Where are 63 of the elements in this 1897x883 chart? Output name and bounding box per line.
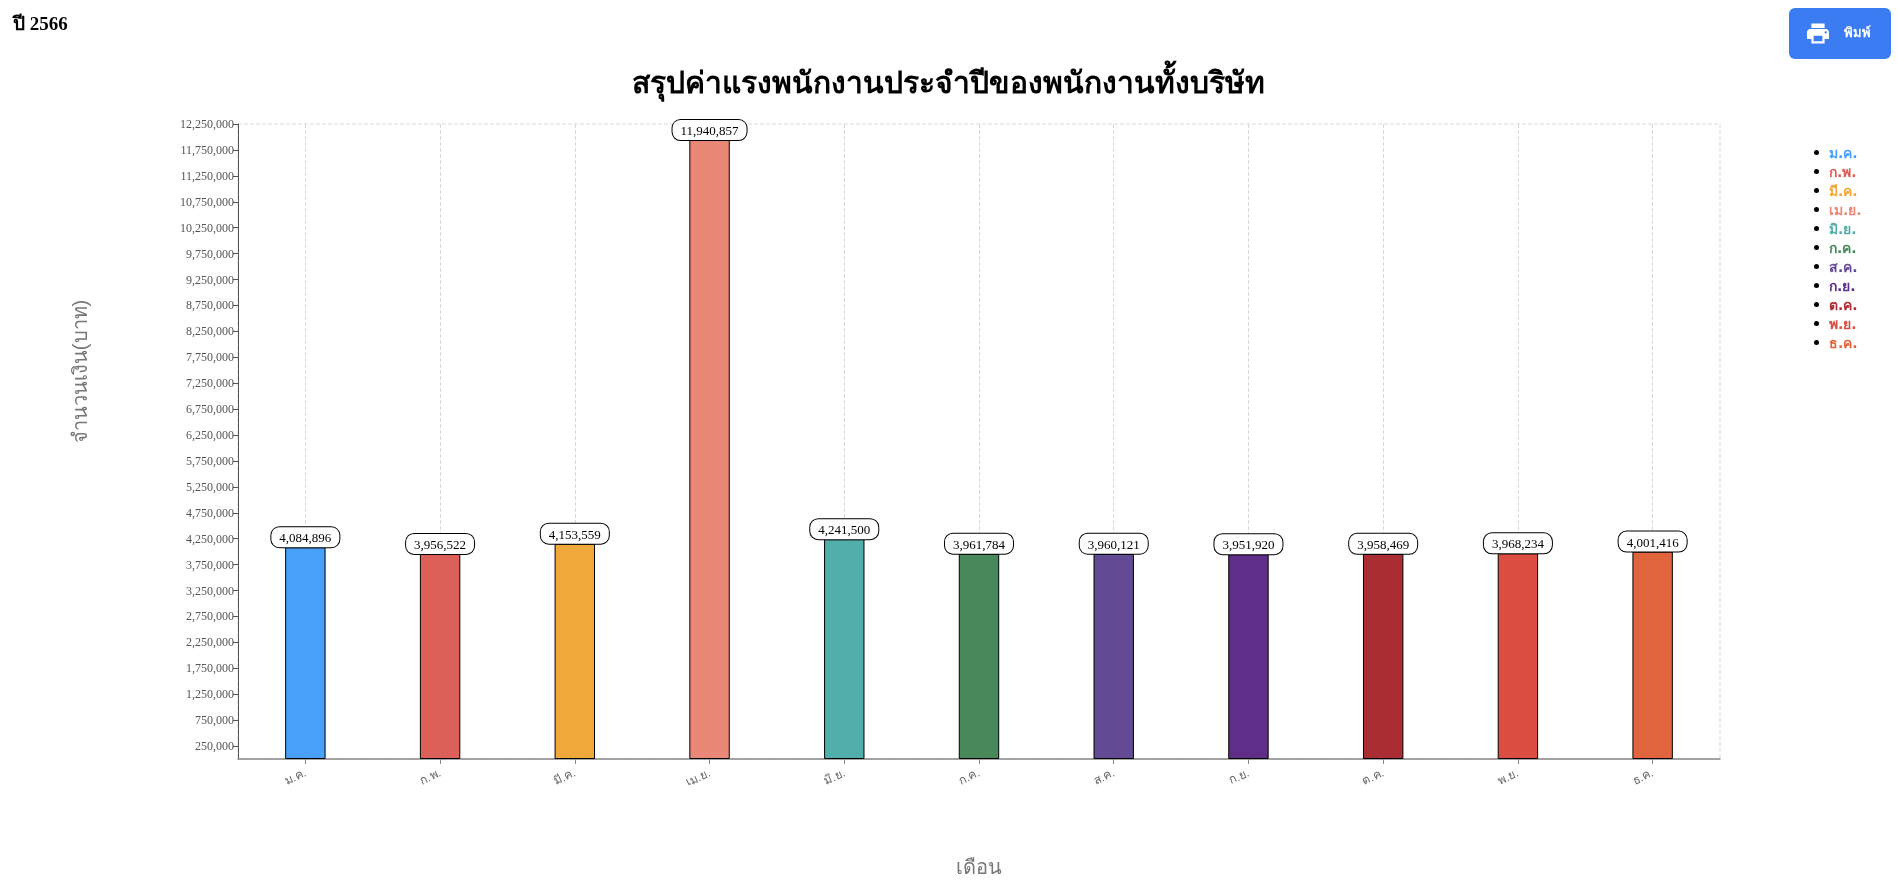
x-tick-label: พ.ย. (1495, 765, 1521, 788)
text: ธ.ค. (1829, 333, 1858, 353)
text: ก.ค. (1829, 238, 1857, 258)
y-tick-label: 9,750,000 (186, 246, 234, 261)
y-axis-title: จำนวนเงิน(บาท) (69, 299, 91, 444)
data-label: 4,241,500 (818, 522, 871, 538)
y-tick-label: 10,750,000 (180, 194, 234, 209)
y-tick-label: 9,250,000 (186, 272, 234, 287)
text: ต.ค. (1829, 295, 1858, 315)
print-button[interactable]: พิมพ์ (1789, 8, 1891, 59)
data-label: 3,968,234 (1491, 536, 1545, 552)
data-label: 4,084,896 (279, 530, 332, 546)
data-label: 3,958,469 (1357, 536, 1410, 552)
x-tick-label: ธ.ค. (1630, 765, 1656, 788)
y-tick-label: 8,250,000 (186, 324, 234, 339)
y-tick-label: 1,250,000 (186, 687, 234, 702)
y-tick-label: 7,750,000 (186, 350, 234, 365)
data-label: 3,960,121 (1087, 536, 1140, 552)
x-tick-label: ก.พ. (417, 765, 444, 788)
text: ส.ค. (1829, 257, 1858, 277)
text: ปี 2566 (12, 13, 68, 34)
text: มิ.ย. (1829, 219, 1857, 239)
x-tick-label: ต.ค. (1359, 765, 1387, 788)
y-tick-label: 5,750,000 (186, 453, 234, 468)
data-label: 3,956,522 (414, 536, 467, 552)
y-tick-label: 4,750,000 (186, 505, 234, 520)
text: มี.ค. (1829, 181, 1858, 201)
y-tick-label: 7,250,000 (186, 376, 234, 391)
text: พ.ย. (1829, 314, 1857, 334)
data-label: 3,961,784 (953, 536, 1006, 552)
y-tick-label: 6,750,000 (186, 402, 234, 417)
x-axis-title: เดือน (956, 856, 1002, 878)
text: ม.ค. (1829, 143, 1858, 163)
chart-title: สรุปค่าแรงพนักงานประจำปีของพนักงานทั้งบริษัท (632, 59, 1265, 102)
y-tick-label: 8,750,000 (186, 298, 234, 313)
x-tick-label: ก.ค. (956, 765, 982, 788)
text: เม.ย. (1829, 200, 1862, 220)
y-tick-label: 12,250,000 (180, 117, 234, 131)
x-tick-label: ม.ค. (281, 765, 309, 788)
y-tick-label: 3,750,000 (186, 557, 234, 572)
y-tick-label: 3,250,000 (186, 583, 234, 598)
y-tick-label: 5,250,000 (186, 479, 234, 494)
x-tick-label: ก.ย. (1226, 765, 1252, 788)
y-tick-label: 2,250,000 (186, 635, 234, 650)
text: ก.ย. (1829, 276, 1856, 296)
y-tick-label: 1,750,000 (186, 661, 234, 676)
data-label: 4,001,416 (1626, 534, 1680, 550)
y-tick-label: 10,250,000 (180, 220, 234, 235)
y-tick-label: 11,250,000 (180, 168, 234, 183)
data-label: 4,153,559 (548, 526, 601, 542)
x-tick-label: ส.ค. (1091, 765, 1117, 788)
x-tick-label: เม.ย. (683, 765, 713, 790)
y-tick-label: 250,000 (195, 739, 234, 754)
x-tick-label: มี.ค. (551, 765, 578, 788)
y-tick-label: 11,750,000 (180, 142, 234, 157)
text: ก.พ. (1829, 162, 1857, 182)
y-tick-label: 4,250,000 (186, 531, 234, 546)
data-label: 3,951,920 (1222, 537, 1275, 553)
y-tick-label: 2,750,000 (186, 609, 234, 624)
data-label: 11,940,857 (680, 123, 740, 139)
x-tick-label: มิ.ย. (821, 765, 848, 788)
y-tick-label: 750,000 (195, 713, 234, 728)
y-tick-label: 6,250,000 (186, 428, 234, 443)
